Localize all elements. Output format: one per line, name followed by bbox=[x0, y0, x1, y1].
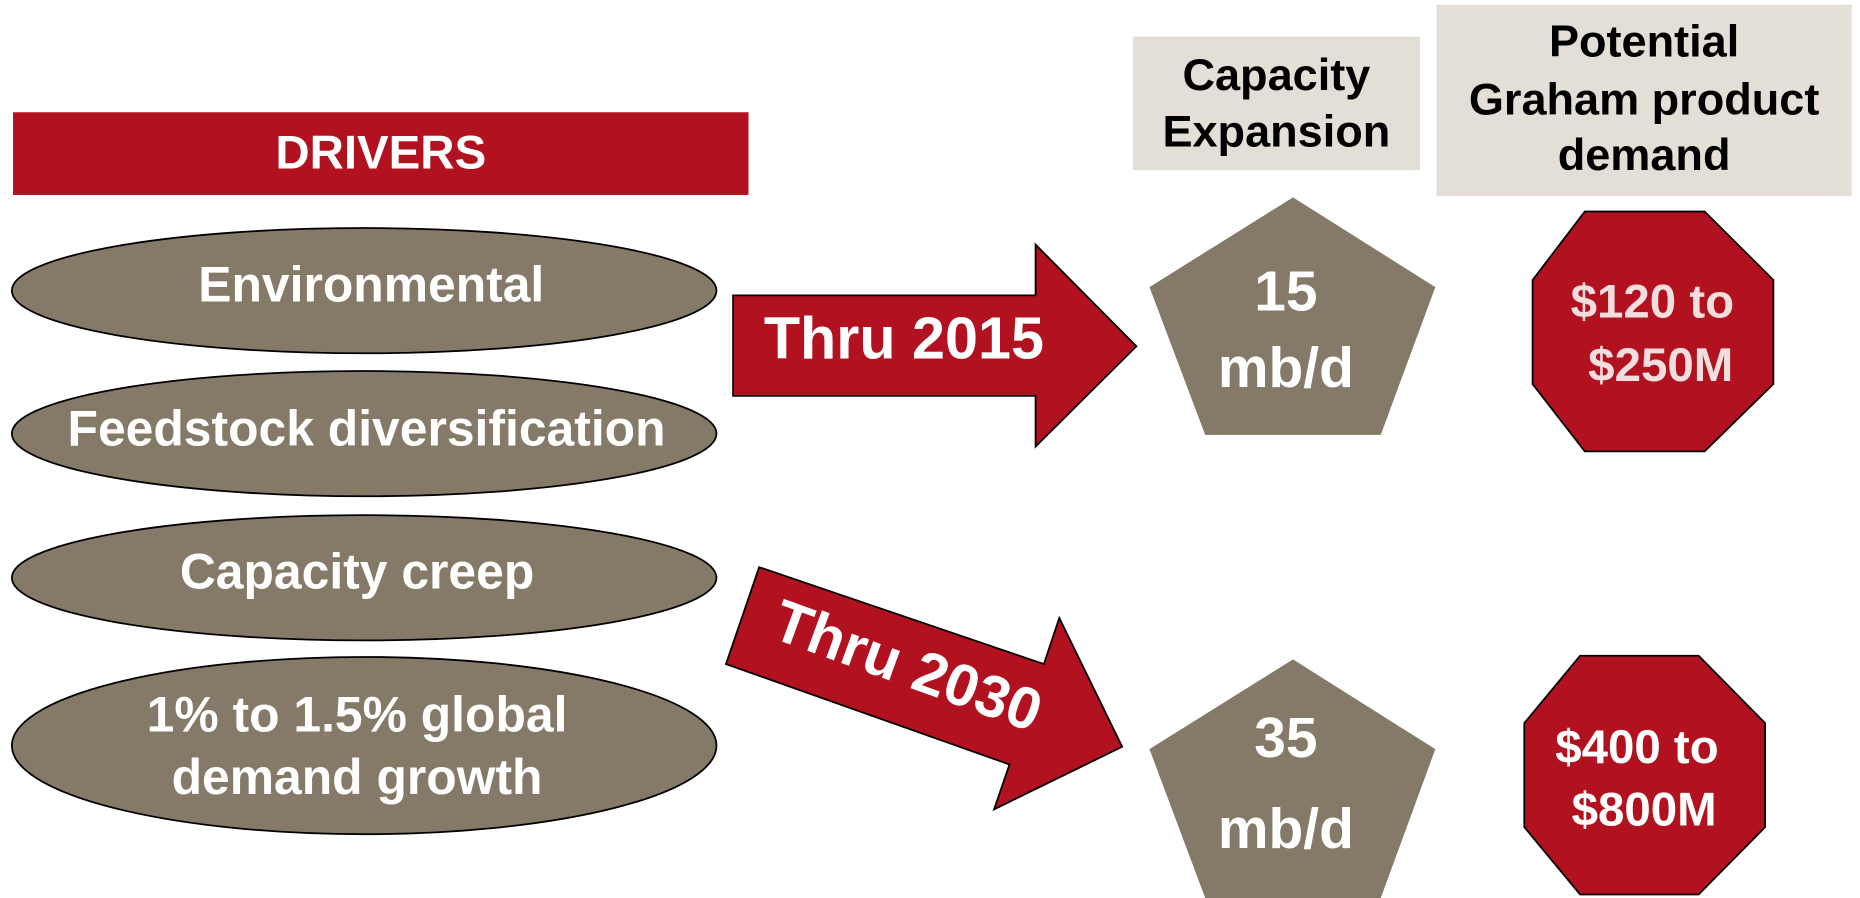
horizon-label: Thru 2015 bbox=[764, 304, 1044, 371]
driver-ellipse bbox=[10, 370, 718, 498]
capacity-unit: mb/d bbox=[1218, 337, 1354, 400]
demand-value: $400 to bbox=[1555, 721, 1718, 774]
driver-label: 1% to 1.5% global bbox=[147, 687, 568, 743]
arrow bbox=[724, 566, 1124, 812]
capacity-unit: mb/d bbox=[1218, 798, 1354, 861]
driver-label: Capacity creep bbox=[180, 544, 534, 600]
column-title: Capacity bbox=[1182, 49, 1370, 100]
driver-ellipse bbox=[10, 227, 718, 355]
driver-label: demand growth bbox=[172, 749, 543, 805]
driver-ellipse bbox=[10, 514, 718, 642]
demand-octagon bbox=[1523, 654, 1766, 896]
capacity-value: 15 bbox=[1254, 260, 1317, 323]
column-title: Expansion bbox=[1162, 106, 1390, 157]
column-header bbox=[1436, 4, 1852, 197]
demand-octagon bbox=[1531, 210, 1775, 453]
column-title: demand bbox=[1558, 129, 1731, 180]
drivers-header bbox=[13, 112, 749, 195]
arrow bbox=[732, 242, 1138, 449]
demand-value: $250M bbox=[1588, 339, 1733, 392]
drivers-title: DRIVERS bbox=[275, 127, 486, 180]
column-title: Potential bbox=[1549, 16, 1739, 67]
column-title: Graham product bbox=[1469, 74, 1820, 125]
capacity-pentagon bbox=[1149, 197, 1436, 435]
capacity-pentagon bbox=[1149, 659, 1436, 898]
driver-ellipse bbox=[10, 656, 718, 836]
driver-label: Environmental bbox=[198, 257, 544, 313]
driver-label: Feedstock diversification bbox=[68, 401, 666, 457]
column-header bbox=[1132, 36, 1420, 171]
capacity-value: 35 bbox=[1254, 707, 1317, 770]
demand-value: $800M bbox=[1572, 783, 1717, 836]
demand-value: $120 to bbox=[1571, 275, 1734, 328]
